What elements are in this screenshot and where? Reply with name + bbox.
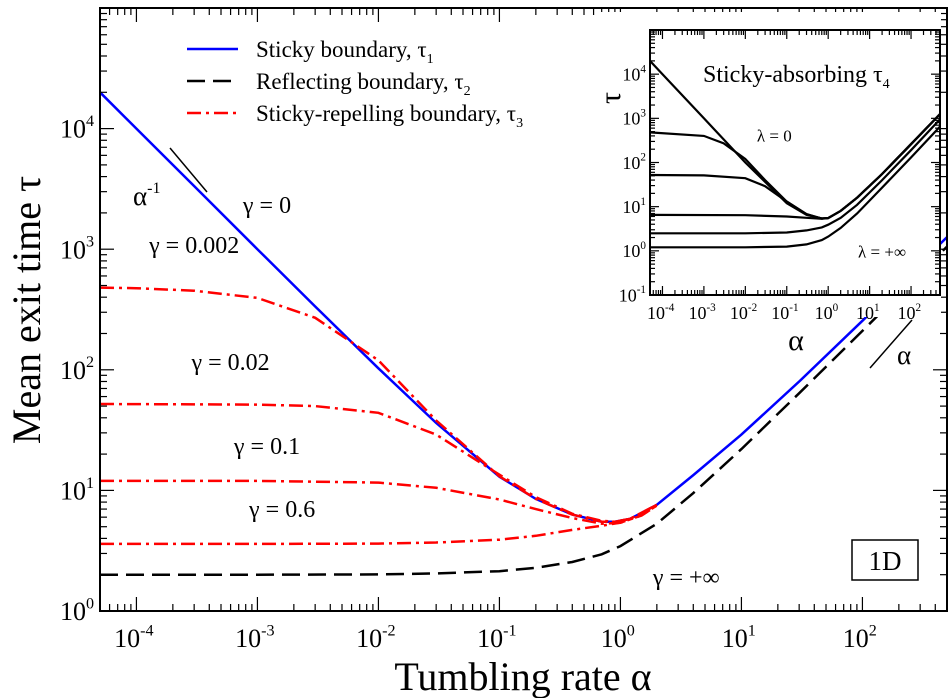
slope-guide-inverse-line <box>169 147 208 193</box>
main-series-line-1 <box>100 245 947 576</box>
inset-y-axis-label: τ <box>594 92 627 104</box>
main-x-tick-label: 100 <box>601 622 635 653</box>
main-y-tick-label: 102 <box>60 354 94 385</box>
main-y-tick-label: 104 <box>60 113 94 144</box>
main-x-tick-label: 102 <box>843 622 877 653</box>
legend-label: Sticky-repelling boundary, τ3 <box>256 101 523 131</box>
main-annotation-label: γ = 0.02 <box>191 350 270 376</box>
inset-title: Sticky-absorbing τ4 <box>703 62 890 92</box>
main-chart: 10-4 10-3 10-2 10-1 100 101 102 100 101 102 103 104… <box>4 7 948 698</box>
inset-series-line-5 <box>650 125 940 249</box>
main-x-tick-label: 10-2 <box>356 622 395 653</box>
inset-x-tick-label: 100 <box>815 302 839 323</box>
main-annotation-label: γ = +∞ <box>652 565 720 591</box>
inset-plot-frame <box>649 29 941 296</box>
inset-y-tick-label: 101 <box>622 196 646 217</box>
inset-x-tick-label: 101 <box>856 302 880 323</box>
slope-guide-inverse-label: α-1 <box>133 180 160 211</box>
main-plot-frame <box>99 7 948 612</box>
main-annotation-label: γ = 0.002 <box>148 233 239 259</box>
inset-x-tick-label: 10-2 <box>730 302 757 323</box>
main-annotation-label: γ = 0.6 <box>248 497 315 523</box>
inset-annotation-label: λ = +∞ <box>858 243 906 262</box>
inset-y-tick-label: 10-1 <box>619 284 646 305</box>
inset-x-axis-label: α <box>788 324 804 357</box>
x-axis-label: Tumbling rate α <box>394 654 651 698</box>
inset-x-tick-label: 10-3 <box>688 302 716 323</box>
inset-chart: 10-4 10-3 10-2 10-1 100 101 102 10-1 100 101 102 10… <box>594 12 941 357</box>
inset-y-tick-label: 100 <box>622 240 646 261</box>
inset-y-tick-label: 104 <box>622 63 646 84</box>
main-y-tick-label: 100 <box>60 595 94 626</box>
inset-curves <box>650 60 940 249</box>
inset-annotations: λ = 0 λ = +∞ <box>757 126 906 261</box>
main-y-tick-label: 101 <box>60 475 94 506</box>
legend-label: Reflecting boundary, τ2 <box>256 69 471 99</box>
main-series-line-4 <box>100 479 658 525</box>
main-annotation-label: γ = 0.1 <box>233 434 300 460</box>
inset-x-tick-label: 10-1 <box>771 302 798 323</box>
inset-series-line-3 <box>650 113 940 220</box>
main-tick-labels: 10-4 10-3 10-2 10-1 100 101 102 100 101 102 103 104 <box>60 113 877 653</box>
inset-annotation-label: λ = 0 <box>757 126 792 145</box>
slope-guide-linear-label: α <box>897 340 911 370</box>
inset-x-tick-label: 10-4 <box>647 302 675 323</box>
inset-background <box>598 12 941 317</box>
main-series-line-3 <box>100 402 658 523</box>
main-y-tick-label: 103 <box>60 234 94 265</box>
inset-tick-labels: 10-4 10-3 10-2 10-1 100 101 102 10-1 100 101 102 10… <box>619 63 921 323</box>
inset-y-tick-label: 103 <box>622 108 646 129</box>
main-x-tick-label: 101 <box>722 622 756 653</box>
main-x-tick-label: 10-4 <box>114 622 153 653</box>
inset-series-line-4 <box>650 118 940 235</box>
slope-guide-linear-line <box>869 319 913 369</box>
main-x-tick-label: 10-1 <box>477 622 516 653</box>
main-series-line-5 <box>100 504 658 546</box>
legend-label: Sticky boundary, τ1 <box>256 37 434 67</box>
dimension-label: 1D <box>869 546 902 576</box>
main-curves <box>100 91 947 576</box>
y-axis-label: Mean exit time τ <box>4 176 49 444</box>
inset-y-tick-label: 102 <box>622 152 646 173</box>
main-ticks <box>99 7 948 612</box>
dimension-box <box>851 539 919 581</box>
main-series-line-2 <box>100 286 658 523</box>
inset-x-tick-label: 102 <box>897 302 921 323</box>
main-x-tick-label: 10-3 <box>235 622 274 653</box>
main-annotation-label: γ = 0 <box>242 193 291 219</box>
main-annotations: γ = 0γ = 0.002 γ = 0.02 γ = 0.1 γ = 0.6 γ = … <box>148 193 720 591</box>
